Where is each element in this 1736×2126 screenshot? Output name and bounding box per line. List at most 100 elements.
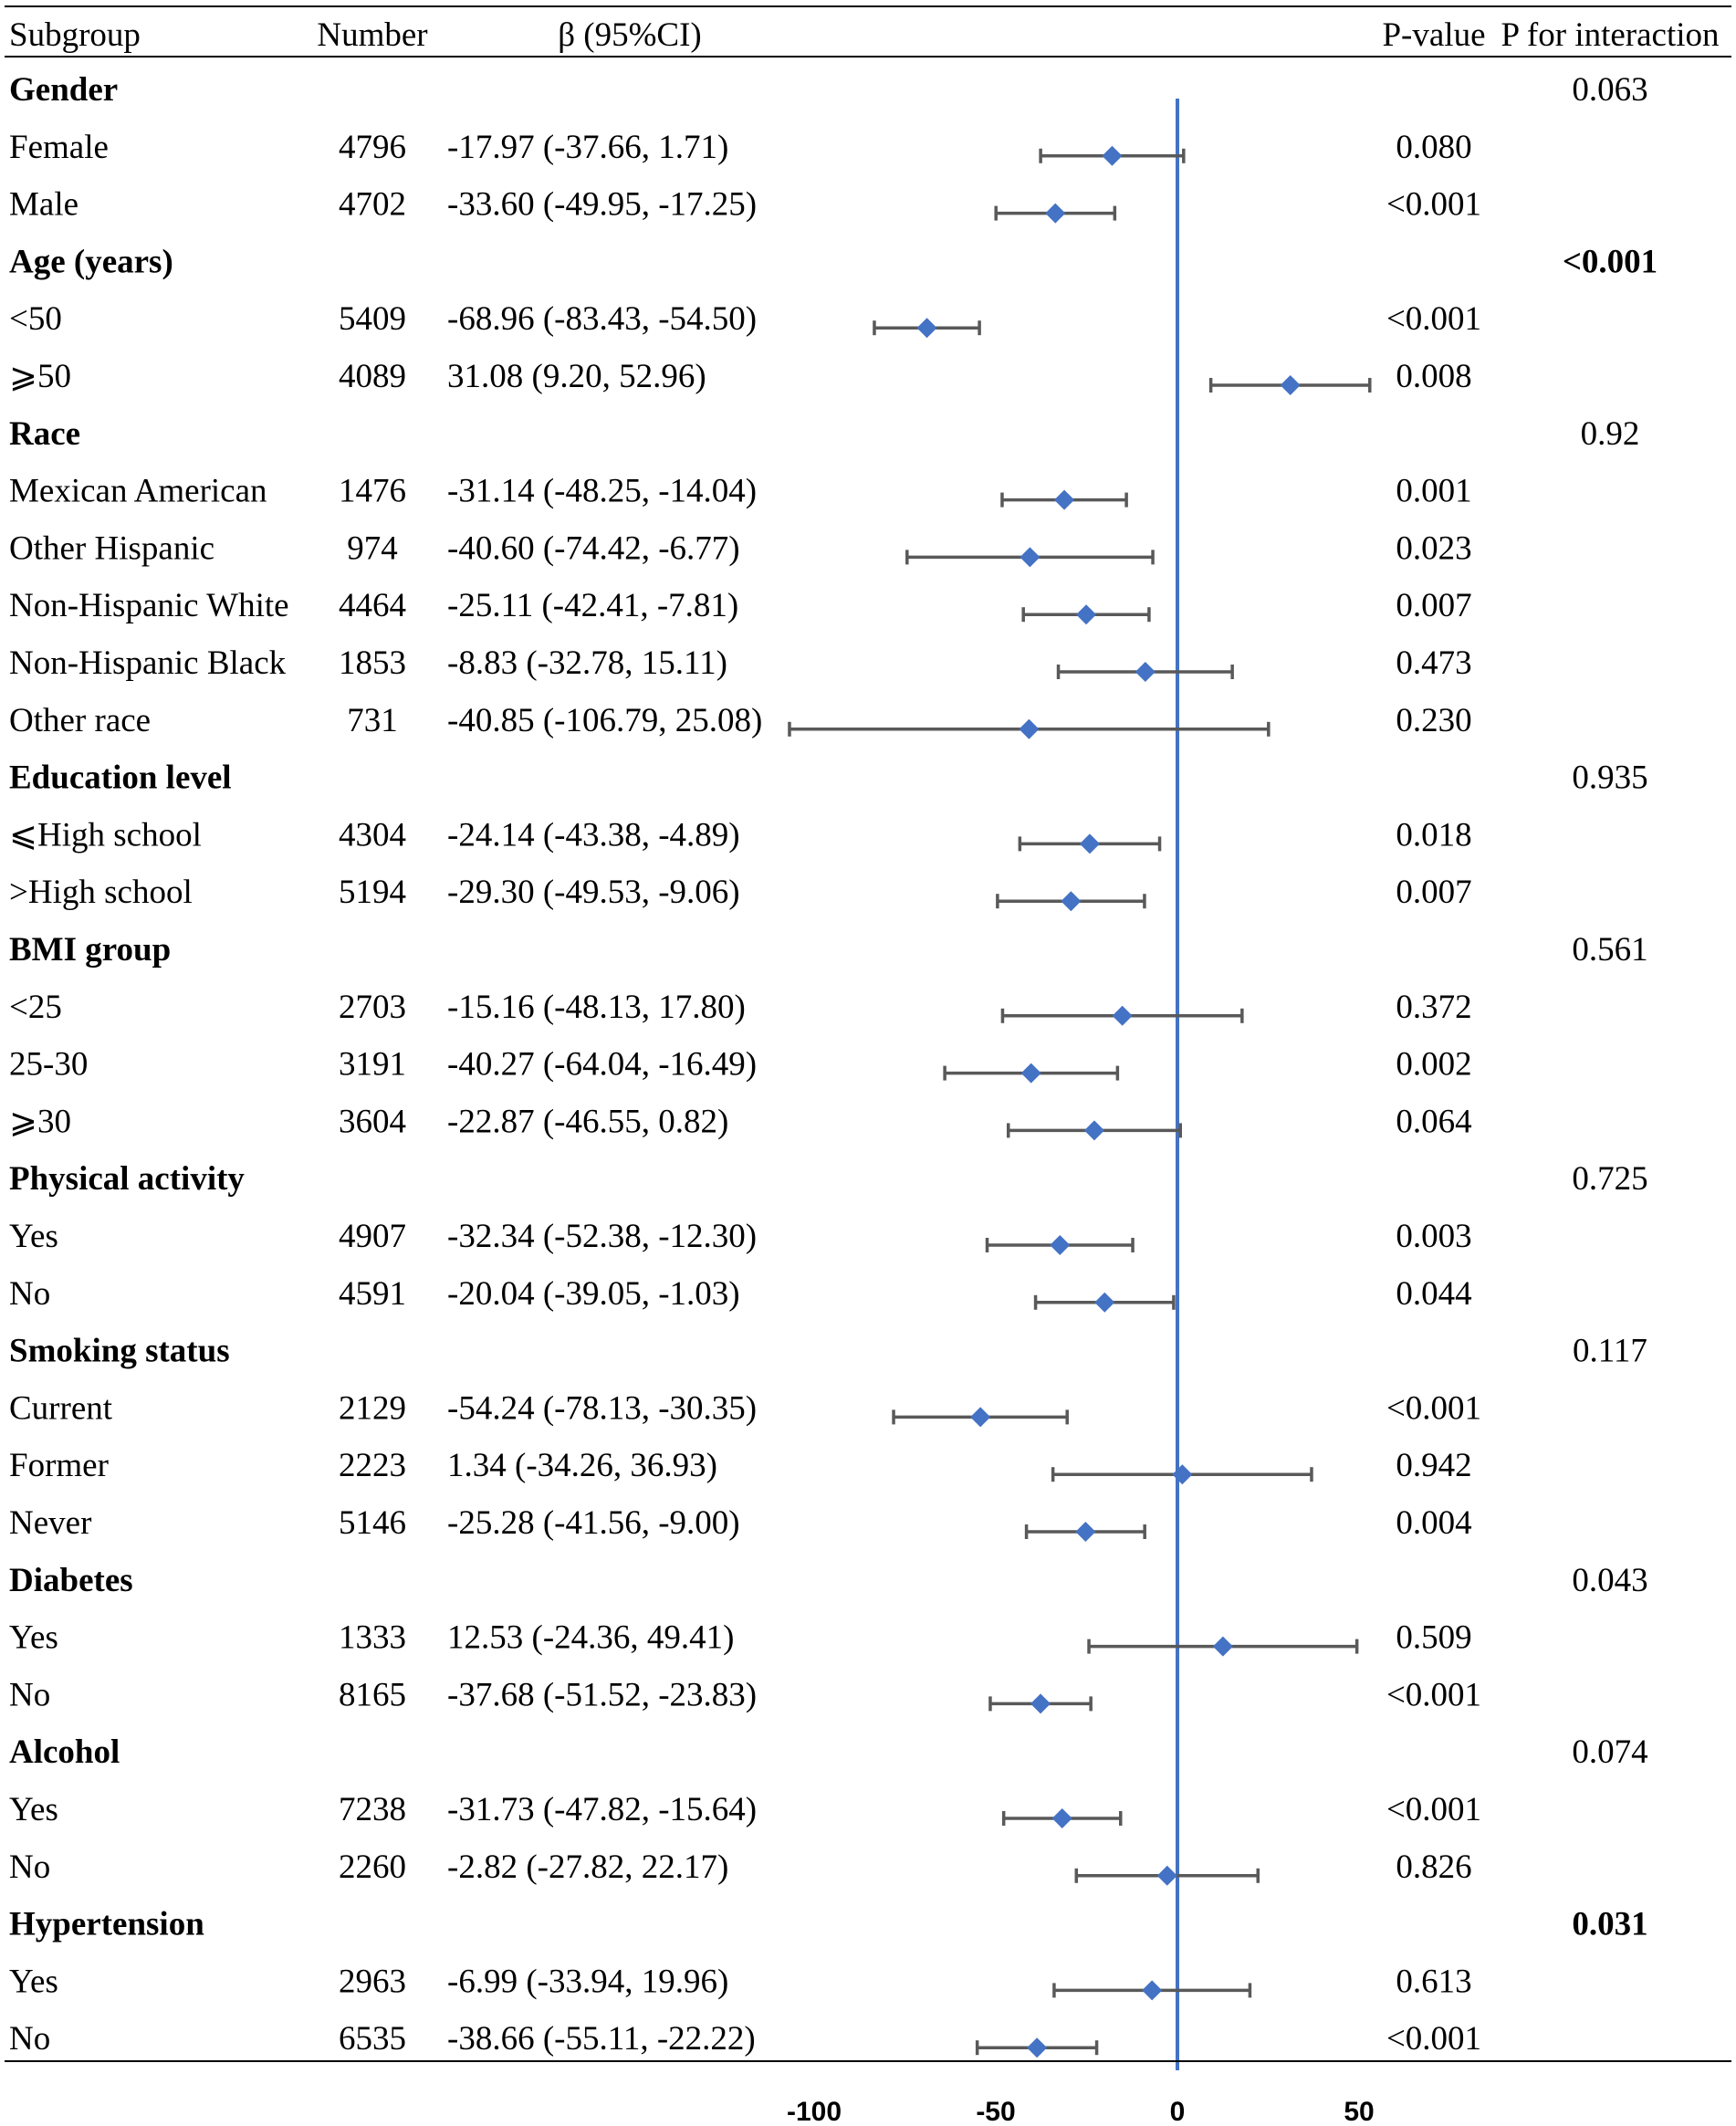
p-value: <0.001 <box>1386 300 1481 338</box>
estimate-marker <box>1020 1063 1041 1084</box>
p-value: 0.044 <box>1396 1275 1471 1313</box>
beta-ci-text: -15.16 (-48.13, 17.80) <box>447 989 746 1026</box>
subgroup-label: Other Hispanic <box>9 529 214 567</box>
x-tick-label: -50 <box>976 2097 1015 2126</box>
subgroup-label: Yes <box>9 1619 58 1657</box>
beta-ci-text: -6.99 (-33.94, 19.96) <box>447 1963 728 2000</box>
p-value: 0.080 <box>1396 129 1471 166</box>
beta-ci-text: 1.34 (-34.26, 36.93) <box>447 1447 717 1484</box>
estimate-marker <box>1050 1235 1071 1255</box>
subgroup-label: No <box>9 2020 50 2058</box>
beta-ci-text: -22.87 (-46.55, 0.82) <box>447 1103 728 1140</box>
sample-size: 4591 <box>339 1275 406 1313</box>
p-interaction: 0.031 <box>1572 1906 1647 1943</box>
group-label: Diabetes <box>9 1562 133 1599</box>
sample-size: 5146 <box>339 1504 406 1542</box>
header-subgroup: Subgroup <box>9 16 141 54</box>
p-value: 0.942 <box>1396 1447 1471 1484</box>
group-label: Age (years) <box>9 243 173 280</box>
subgroup-label: ⩾30 <box>9 1103 71 1140</box>
beta-ci-text: -38.66 (-55.11, -22.22) <box>447 2020 756 2058</box>
p-value: <0.001 <box>1386 186 1481 224</box>
subgroup-label: Yes <box>9 1791 58 1828</box>
p-value: 0.002 <box>1396 1046 1471 1084</box>
sample-size: 4464 <box>339 587 406 624</box>
beta-ci-text: -31.14 (-48.25, -14.04) <box>447 473 757 510</box>
group-label: Alcohol <box>9 1733 120 1771</box>
estimate-marker <box>1030 1693 1051 1714</box>
p-interaction: 0.117 <box>1573 1333 1647 1370</box>
beta-ci-text: -54.24 (-78.13, -30.35) <box>447 1389 757 1427</box>
p-value: 0.064 <box>1396 1103 1471 1140</box>
subgroup-label: Female <box>9 129 109 166</box>
beta-ci-text: -31.73 (-47.82, -15.64) <box>447 1791 757 1828</box>
p-value: 0.003 <box>1396 1218 1471 1255</box>
subgroup-label: <25 <box>9 989 62 1026</box>
p-value: 0.008 <box>1396 358 1471 395</box>
estimate-marker <box>1020 547 1041 568</box>
subgroup-label: >High school <box>9 874 193 911</box>
beta-ci-text: -37.68 (-51.52, -23.83) <box>447 1676 757 1713</box>
header-p-interaction: P for interaction <box>1501 16 1719 54</box>
beta-ci-text: 12.53 (-24.36, 49.41) <box>447 1619 734 1657</box>
sample-size: 4304 <box>339 816 406 854</box>
p-value: 0.826 <box>1396 1848 1471 1886</box>
estimate-marker <box>1076 604 1097 625</box>
estimate-marker <box>1112 1005 1133 1026</box>
estimate-marker <box>1102 145 1123 166</box>
beta-ci-text: -2.82 (-27.82, 22.17) <box>447 1848 728 1886</box>
sample-size: 731 <box>347 702 398 739</box>
group-label: BMI group <box>9 931 171 969</box>
subgroup-label: Mexican American <box>9 473 267 510</box>
p-interaction: 0.92 <box>1581 415 1640 453</box>
beta-ci-text: -40.27 (-64.04, -16.49) <box>447 1046 757 1084</box>
subgroup-label: Never <box>9 1504 91 1542</box>
estimate-marker <box>1054 489 1075 510</box>
estimate-marker <box>970 1407 991 1428</box>
estimate-marker <box>1083 1120 1104 1141</box>
beta-ci-text: 31.08 (9.20, 52.96) <box>447 358 706 395</box>
estimate-marker <box>1142 1980 1163 2001</box>
beta-ci-text: -24.14 (-43.38, -4.89) <box>447 816 740 854</box>
p-value: 0.372 <box>1396 989 1471 1026</box>
subgroup-label: <50 <box>9 300 62 338</box>
p-interaction: 0.561 <box>1572 931 1647 969</box>
estimate-marker <box>1280 375 1301 395</box>
p-interaction: 0.725 <box>1572 1160 1647 1198</box>
sample-size: 5409 <box>339 300 406 338</box>
subgroup-label: Non-Hispanic White <box>9 587 289 624</box>
subgroup-label: Yes <box>9 1963 58 2000</box>
sample-size: 4702 <box>339 186 406 224</box>
estimate-marker <box>1027 2037 1048 2058</box>
p-value: <0.001 <box>1386 1791 1481 1828</box>
estimate-marker <box>1051 1808 1072 1828</box>
beta-ci-text: -25.11 (-42.41, -7.81) <box>447 587 738 624</box>
header-number: Number <box>317 16 427 54</box>
estimate-marker <box>1045 203 1066 224</box>
subgroup-label: Yes <box>9 1218 58 1255</box>
sample-size: 4796 <box>339 129 406 166</box>
subgroup-label: No <box>9 1848 50 1886</box>
beta-ci-text: -8.83 (-32.78, 15.11) <box>447 644 727 682</box>
sample-size: 1333 <box>339 1619 406 1657</box>
p-value: 0.004 <box>1396 1504 1471 1542</box>
beta-ci-text: -29.30 (-49.53, -9.06) <box>447 874 740 911</box>
sample-size: 1476 <box>339 473 406 510</box>
sample-size: 8165 <box>339 1676 406 1713</box>
group-label: Smoking status <box>9 1333 230 1370</box>
estimate-marker <box>1212 1636 1233 1657</box>
sample-size: 2260 <box>339 1848 406 1886</box>
header-beta: β (95%CI) <box>558 16 702 54</box>
estimate-marker <box>1156 1865 1177 1886</box>
subgroup-label: No <box>9 1676 50 1713</box>
estimate-marker <box>1135 662 1156 682</box>
p-value: <0.001 <box>1386 1676 1481 1713</box>
estimate-marker <box>1019 718 1040 739</box>
beta-ci-text: -40.85 (-106.79, 25.08) <box>447 702 762 739</box>
sample-size: 7238 <box>339 1791 406 1828</box>
p-value: 0.023 <box>1396 529 1471 567</box>
subgroup-label: ⩽High school <box>9 816 202 854</box>
beta-ci-text: -68.96 (-83.43, -54.50) <box>447 300 757 338</box>
estimate-marker <box>1172 1464 1193 1485</box>
p-value: 0.509 <box>1396 1619 1471 1657</box>
